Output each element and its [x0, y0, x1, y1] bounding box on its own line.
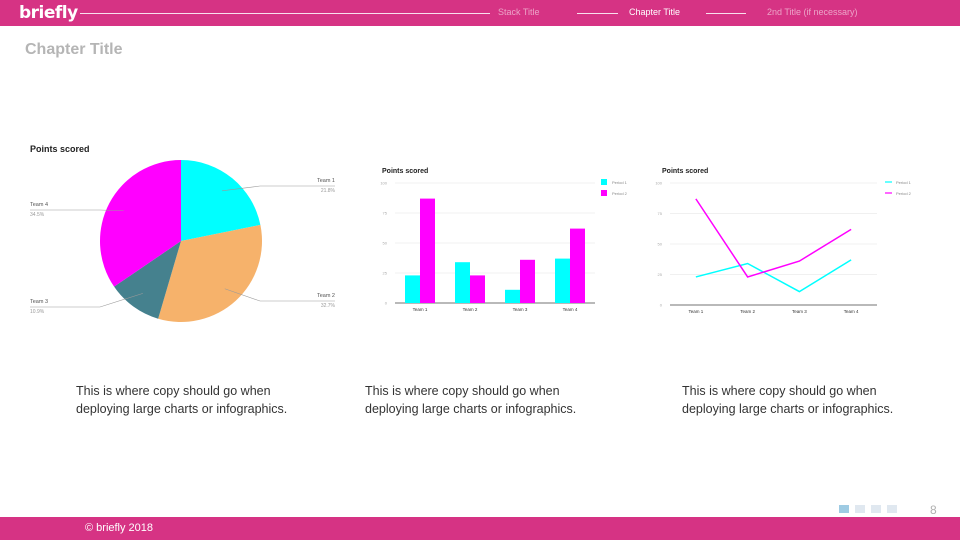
brand-logo[interactable]: briefly	[19, 3, 78, 23]
x-tick-label: Team 1	[688, 309, 703, 314]
legend-label: Period 1	[612, 180, 628, 185]
bar	[405, 275, 420, 303]
y-tick-label: 25	[383, 271, 388, 276]
page-number: 8	[930, 503, 937, 517]
y-tick-label: 100	[380, 181, 387, 186]
leader-line	[30, 209, 124, 212]
legend-swatch	[601, 190, 607, 196]
chart-title: Points scored	[30, 144, 90, 154]
bar	[555, 258, 570, 303]
x-tick-label: Team 1	[413, 307, 428, 312]
chart-title: Points scored	[382, 168, 428, 175]
line-chart: Points scored 0 25 50 75 100 Team 1 Team 2 Team …	[655, 168, 912, 314]
legend-swatch	[601, 179, 607, 185]
page-title: Chapter Title	[25, 41, 123, 58]
pie-slice	[100, 160, 181, 287]
leader-line	[221, 185, 335, 192]
y-tick-label: 75	[658, 211, 663, 216]
slice-label: Team 2	[317, 293, 335, 299]
nav-item-2nd-title[interactable]: 2nd Title (if necessary)	[767, 7, 858, 17]
slice-value-label: 10.9%	[30, 309, 45, 315]
footer-bar: © briefly 2018	[0, 517, 960, 540]
nav-item-chapter-title[interactable]: Chapter Title	[629, 7, 681, 17]
nav-item-stack-title[interactable]: Stack Title	[498, 7, 540, 17]
pie-chart: Points scored Team 1 21.8% Team 2 32.7% Team …	[30, 144, 336, 322]
bar	[420, 198, 435, 303]
nav-divider	[577, 13, 618, 14]
leader-line	[224, 288, 335, 302]
page-dot[interactable]	[887, 505, 897, 513]
y-tick-label: 0	[385, 301, 388, 306]
nav-divider	[706, 13, 746, 14]
chart-caption-2: This is where copy should go when deploy…	[365, 384, 577, 416]
y-tick-label: 75	[383, 211, 388, 216]
bar	[570, 228, 585, 303]
copyright-text: © briefly 2018	[85, 522, 154, 534]
page-dots	[839, 505, 897, 513]
page-dot[interactable]	[871, 505, 881, 513]
leader-line	[30, 293, 143, 308]
header-bar: briefly Stack Title Chapter Title 2nd Ti…	[0, 0, 960, 26]
series-line	[695, 259, 852, 293]
nav-divider	[80, 13, 490, 14]
page-dot[interactable]	[839, 505, 849, 513]
slice-value-label: 32.7%	[321, 303, 336, 309]
x-tick-label: Team 2	[463, 307, 478, 312]
x-tick-label: Team 2	[740, 309, 755, 314]
series-line	[695, 198, 852, 278]
chart-title: Points scored	[662, 168, 708, 175]
pie-slice	[181, 160, 261, 241]
slice-label: Team 3	[30, 299, 48, 305]
y-tick-label: 50	[658, 242, 663, 247]
pie-slice	[158, 224, 262, 322]
legend-label: Period 2	[896, 191, 912, 196]
bar	[505, 289, 520, 303]
bar-chart: Points scored 0 25 50 75 100 Team 1 Team 2 Team …	[380, 168, 628, 312]
slice-label: Team 4	[30, 202, 48, 208]
legend-label: Period 2	[612, 191, 628, 196]
bar	[470, 275, 485, 303]
slice-value-label: 34.5%	[30, 212, 45, 218]
x-tick-label: Team 4	[563, 307, 578, 312]
slice-label: Team 1	[317, 178, 335, 184]
pie-slice	[114, 241, 181, 319]
legend-label: Period 1	[896, 180, 912, 185]
x-tick-label: Team 4	[844, 309, 859, 314]
y-tick-label: 50	[383, 241, 388, 246]
bar	[520, 259, 535, 303]
bar	[455, 262, 470, 303]
chart-caption-1: This is where copy should go when deploy…	[76, 384, 288, 416]
y-tick-label: 100	[655, 181, 662, 186]
chart-caption-3: This is where copy should go when deploy…	[682, 384, 894, 416]
y-tick-label: 25	[658, 272, 663, 277]
x-tick-label: Team 3	[792, 309, 807, 314]
x-tick-label: Team 3	[513, 307, 528, 312]
y-tick-label: 0	[660, 303, 663, 308]
slice-value-label: 21.8%	[321, 188, 336, 194]
page-dot[interactable]	[855, 505, 865, 513]
